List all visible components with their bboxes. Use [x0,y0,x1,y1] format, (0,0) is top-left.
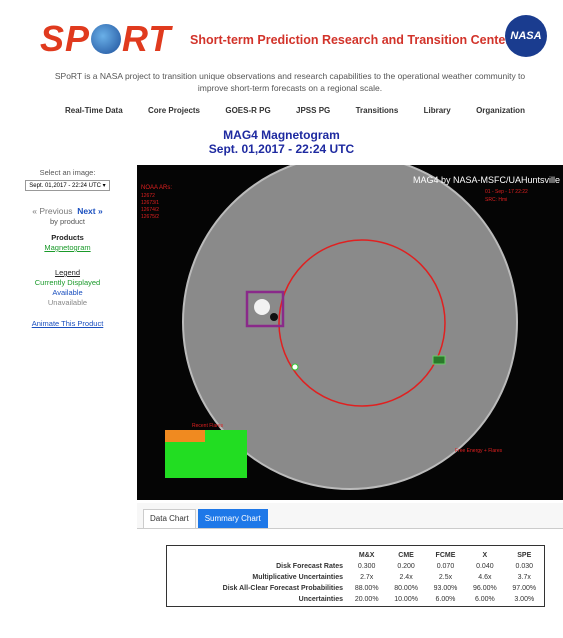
cell: 4.6x [465,572,504,583]
column-header: CME [386,550,425,561]
center-name: Short-term Prediction Research and Trans… [190,33,510,47]
ar-number: 12674/2 [141,207,159,213]
corner [167,550,347,561]
column-header: SPE [505,550,544,561]
nav-link[interactable]: Organization [476,106,525,115]
cell: 97.00% [505,583,544,594]
nav-link[interactable]: Core Projects [148,106,200,115]
cell: 0.200 [386,561,425,572]
title: MAG4 Magnetogram [0,128,563,142]
column-header: FCME [426,550,465,561]
nasa-text: NASA [510,30,541,42]
cell: 96.00% [465,583,504,594]
image-date: 01 - Sep - 17 22:22 [485,189,528,195]
nav-link[interactable]: Library [424,106,451,115]
products-heading: Products [0,233,135,242]
nav-link[interactable]: Transitions [356,106,399,115]
cell: 3.7x [505,572,544,583]
region-box [433,356,445,364]
flare-inset-band [165,430,205,442]
by-product: by product [0,217,135,226]
nav-link[interactable]: GOES-R PG [225,106,270,115]
row-label: Uncertainties [167,594,347,605]
cell: 0.040 [465,561,504,572]
ar-number: 12673/1 [141,200,159,206]
cell: 88.00% [347,583,386,594]
image-source: SRC: Hmi [485,197,507,203]
select-value: Sept. 01,2017 - 22:24 UTC [29,183,101,189]
legend-item: Currently Displayed [0,278,135,287]
ars-heading: NOAA ARs: [141,185,172,191]
legend-heading: Legend [0,268,135,277]
cell: 0.030 [505,561,544,572]
next-link[interactable]: Next » [77,206,103,216]
cell: 2.7x [347,572,386,583]
cell: 0.070 [426,561,465,572]
tab[interactable]: Data Chart [143,509,196,528]
sidebar: Select an image: Sept. 01,2017 - 22:24 U… [0,168,135,329]
row-label: Multiplicative Uncertainties [167,572,347,583]
logo-globe [91,24,121,54]
cell: 93.00% [426,583,465,594]
cell: 20.00% [347,594,386,605]
description: SPoRT is a NASA project to transition un… [40,70,540,94]
cell: 6.00% [426,594,465,605]
row-label: Disk All-Clear Forecast Probabilities [167,583,347,594]
product-link[interactable]: Magnetogram [44,243,90,252]
select-label: Select an image: [0,168,135,177]
logo[interactable]: SP RT [40,18,171,60]
spot [292,364,298,370]
cell: 2.4x [386,572,425,583]
cell: 6.00% [465,594,504,605]
page: SP RT Short-term Prediction Research and … [0,0,563,638]
legend-item: Unavailable [0,298,135,307]
ar-number: 12672 [141,193,155,199]
tab[interactable]: Summary Chart [198,509,268,528]
column-header: M&X [347,550,386,561]
legend-item: Available [0,288,135,297]
nasa-logo[interactable]: NASA [505,15,547,57]
flares-label: Free Energy + Flares [455,448,503,454]
cell: 2.5x [426,572,465,583]
cell: 3.00% [505,594,544,605]
logo-text: RT [122,18,171,59]
nav-link[interactable]: Real-Time Data [65,106,123,115]
column-header: X [465,550,504,561]
magnetogram-image: Recent Flares MAG4 by NASA-MSFC/UAHuntsv… [137,165,563,500]
spot [254,299,270,315]
nav-bar: Real-Time Data Core Projects GOES-R PG JPSS… [40,102,550,118]
spot [270,313,278,321]
cell: 80.00% [386,583,425,594]
cell: 10.00% [386,594,425,605]
subtitle: Sept. 01,2017 - 22:24 UTC [0,142,563,156]
previous-link[interactable]: « Previous [32,206,72,216]
row-label: Disk Forecast Rates [167,561,347,572]
animate-link[interactable]: Animate This Product [32,319,104,328]
logo-text: SP [40,18,90,59]
cell: 0.300 [347,561,386,572]
inset-title: Recent Flares [192,423,224,429]
nav-link[interactable]: JPSS PG [296,106,330,115]
ar-number: 12675/2 [141,214,159,220]
image-select[interactable]: Sept. 01,2017 - 22:24 UTC ▾ [25,180,109,191]
image-credit: MAG4 by NASA-MSFC/UAHuntsville [413,175,560,185]
